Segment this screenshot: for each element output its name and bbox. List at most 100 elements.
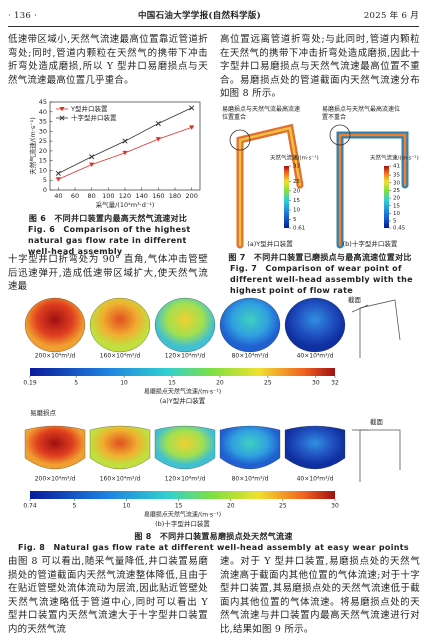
wear-label: 易磨损点 <box>30 408 57 417</box>
colorbar-title: 天然气流速/(m·s⁻¹) <box>370 154 419 162</box>
colorbar-tick-label: 10 <box>293 208 300 214</box>
figure-caption: 图 8 不同井口装置易磨损点处天然气流速 Fig. 8 Natural gas … <box>8 531 419 553</box>
colorbar-tick-label: 25 <box>293 179 300 185</box>
section-contour <box>154 297 216 353</box>
y-tick-label: 15 <box>39 157 47 165</box>
pipe-sketch <box>359 429 401 482</box>
panel-label: (a)Y型井口装置 <box>247 239 293 248</box>
figure-caption: 图 7 不同井口装置已磨损点与最高流速位置对比 Fig. 7 Compariso… <box>220 252 420 296</box>
section-label: 截面 <box>348 295 362 304</box>
colorbar-tick-label: 0.19 <box>23 380 37 387</box>
rate-label: 80×10⁴m³/d <box>232 476 269 483</box>
colorbar-title: 易磨损点天然气流速/(m·s⁻¹) <box>144 388 221 396</box>
colorbar-tick-label: 35 <box>393 173 400 179</box>
colorbar <box>384 166 389 228</box>
figure-caption: 图 6 不同井口装置内最高天然气流速对比 Fig. 6 Comparison o… <box>8 213 208 257</box>
colorbar-tick-label: 15 <box>168 380 176 387</box>
data-point <box>189 125 195 130</box>
colorbar-title: 天然气流速/(m·s⁻¹) <box>270 154 319 162</box>
pipe-sketch <box>359 299 401 358</box>
colorbar-tick-label: 5 <box>393 219 397 225</box>
x-tick-label: 140 <box>135 192 147 200</box>
colorbar-tick-label: 15 <box>293 198 300 204</box>
y-tick-label: 5 <box>43 176 47 184</box>
colorbar-tick-label: 5 <box>74 380 78 387</box>
colorbar-tick-label: 32 <box>331 380 339 387</box>
paragraph: 速。对于 Y 型井口装置,易磨损点处的天然气流速高于截面内其他位置的气体流速;对… <box>220 556 420 635</box>
colorbar-tick-label: 20 <box>216 380 224 387</box>
rate-label: 160×10⁴m³/d <box>100 476 141 483</box>
x-tick-label: 160 <box>152 192 164 200</box>
y-tick-label: 30 <box>39 127 47 135</box>
data-point <box>89 154 95 160</box>
section-contour <box>154 425 216 470</box>
caption-en: Fig. 6 Comparison of the highest natural… <box>28 225 191 256</box>
colorbar-tick-label: 25 <box>279 503 287 510</box>
colorbar-tick-label: 0.45 <box>393 226 406 232</box>
colorbar-tick-label: 30 <box>331 503 339 510</box>
y-tick-label: 0 <box>43 186 47 194</box>
data-point <box>55 170 61 176</box>
header-rule <box>8 26 419 27</box>
colorbar-tick-label: 33 <box>293 164 300 170</box>
caption-en: Fig. 8 Natural gas flow rate at differen… <box>18 543 409 552</box>
section-contour <box>24 425 86 470</box>
pipe-core <box>338 133 407 247</box>
y-axis-label: 天然气流速/(m·s⁻¹) <box>28 117 37 175</box>
section-contour <box>219 425 281 470</box>
section-contour <box>89 425 151 470</box>
colorbar-tick-label: 15 <box>393 203 400 209</box>
colorbar-tick-label: 5 <box>72 503 76 510</box>
colorbar-title: 易磨损点天然气流速/(m·s⁻¹) <box>144 511 221 519</box>
issue-date: 2025 年 6 月 <box>363 11 419 21</box>
colorbar-tick-label: 20 <box>227 503 235 510</box>
data-point <box>59 107 65 112</box>
colorbar-tick-label: 10 <box>393 211 400 217</box>
colorbar-tick-label: 25 <box>393 188 400 194</box>
data-point <box>189 105 195 111</box>
y-tick-label: 45 <box>39 98 47 106</box>
fig8-section-sketch <box>351 299 401 482</box>
x-tick-label: 120 <box>119 192 131 200</box>
data-point <box>55 177 61 182</box>
section-contour <box>284 297 346 353</box>
x-tick-label: 40 <box>54 192 62 200</box>
x-axis-label: 采气量/(10⁴m³·d⁻¹) <box>96 200 155 209</box>
pipe-shape <box>236 123 304 249</box>
data-point <box>122 138 128 144</box>
panel-label: (b)十字型井口装置 <box>343 239 398 248</box>
colorbar-tick-label: 20 <box>393 196 400 202</box>
y-tick-label: 20 <box>39 147 47 155</box>
colorbar-tick-label: 10 <box>120 380 128 387</box>
rate-label: 120×10⁴m³/d <box>165 353 206 360</box>
colorbar-tick-label: 25 <box>264 380 272 387</box>
legend-label: 十字型井口装置 <box>71 113 117 122</box>
colorbar-tick-label: 0.61 <box>293 226 305 232</box>
colorbar-tick-label: 0.74 <box>23 503 37 510</box>
section-line <box>351 304 369 313</box>
paragraph: 十字型井口折弯处为 90° 直角,气体冲击管壁后迅速弹开,造成低速带区域扩大,使… <box>8 254 208 293</box>
legend-label: Y型井口装置 <box>70 104 108 113</box>
panel-label: (a)Y型井口装置 <box>160 396 206 405</box>
colorbar-tick-label: 15 <box>175 503 183 510</box>
rate-label: 200×10⁴m³/d <box>35 353 76 360</box>
rate-label: 160×10⁴m³/d <box>100 353 141 360</box>
section-contour <box>24 297 86 353</box>
data-point <box>155 137 161 142</box>
caption-cn: 图 6 不同井口装置内最高天然气流速对比 <box>28 214 188 223</box>
panel-label: (b)十字型井口装置 <box>155 519 210 528</box>
data-point <box>59 115 65 121</box>
data-point <box>155 120 161 127</box>
x-tick-label: 180 <box>169 192 181 200</box>
section-contour <box>284 425 346 470</box>
section-contour <box>219 297 281 353</box>
pipe-core <box>238 126 302 247</box>
colorbar-tick-label: 30 <box>393 180 400 186</box>
fig7-pipes <box>229 123 409 249</box>
annotation: 易磨损点与天然气最高流速位置不重合 <box>322 106 401 121</box>
x-tick-label: 100 <box>102 192 114 200</box>
x-tick-label: 80 <box>88 192 96 200</box>
data-point <box>122 150 128 156</box>
colorbar-tick-label: 20 <box>293 188 300 194</box>
